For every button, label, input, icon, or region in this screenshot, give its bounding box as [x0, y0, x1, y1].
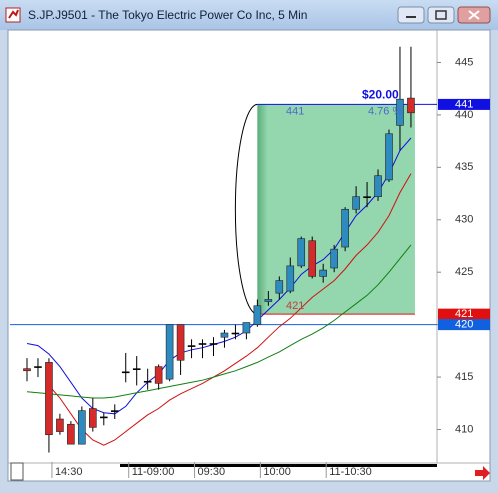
- plot: 410 415 420 425 430 435 440 445 14:30 11-09:00 09:…: [10, 46, 490, 478]
- x-tick-label: 09:30: [198, 466, 226, 478]
- moving-average: [26, 244, 412, 399]
- candle-body: [198, 343, 207, 345]
- candle-body: [132, 368, 141, 370]
- y-tick-label: 435: [455, 161, 473, 173]
- window-buttons[interactable]: [397, 6, 491, 24]
- candle-body: [275, 280, 284, 294]
- x-tick-label: 11-09:00: [132, 466, 175, 478]
- candle-body: [341, 208, 349, 248]
- candle-body: [34, 366, 42, 368]
- trade-arc: [234, 103, 258, 315]
- price-marker-label: 421: [455, 308, 473, 320]
- x-tick-label: 11-10:30: [329, 466, 372, 478]
- session-bar: [120, 464, 437, 467]
- scroll-right-arrow[interactable]: [475, 466, 490, 480]
- candle-body: [154, 366, 163, 384]
- candle-body: [253, 305, 262, 325]
- trade-exit-label: 441: [286, 105, 304, 117]
- maximize-glyph: [435, 10, 447, 20]
- candle-body: [89, 408, 97, 428]
- candle-body: [297, 238, 306, 267]
- candle-body: [396, 98, 404, 126]
- y-tick-label: 410: [455, 423, 473, 435]
- candle-body: [165, 324, 174, 380]
- candle-body: [121, 371, 130, 374]
- candle-body: [187, 345, 196, 347]
- price-marker-label: 441: [455, 98, 473, 110]
- candle-body: [374, 175, 382, 197]
- candle-body: [143, 380, 152, 383]
- candle-body: [209, 343, 218, 345]
- app-icon-glyph: [8, 9, 19, 19]
- close-glyph: [468, 10, 480, 20]
- x-tick-label: 14:30: [55, 466, 83, 478]
- candle-body: [23, 368, 31, 372]
- candle-body: [363, 196, 371, 198]
- price-marker: [438, 98, 490, 110]
- candle-body: [56, 418, 64, 432]
- candle-body: [286, 265, 295, 292]
- x-tick-label: 10:00: [263, 466, 291, 478]
- price-marker: [438, 308, 490, 320]
- trade-entry-label: 421: [286, 300, 304, 312]
- y-tick-label: 425: [455, 266, 473, 278]
- candle-body: [385, 133, 393, 181]
- candle-body: [407, 97, 415, 114]
- y-tick-label: 445: [455, 56, 473, 68]
- candle-body: [176, 324, 185, 361]
- y-tick-label: 440: [455, 109, 473, 121]
- scroll-thumb[interactable]: [10, 462, 24, 481]
- trade-box-shade: [257, 104, 268, 315]
- price-marker-label: 420: [455, 319, 473, 331]
- candle-body: [67, 423, 75, 445]
- candle-body: [330, 248, 338, 269]
- y-tick-label: 430: [455, 214, 473, 226]
- price-marker: [438, 319, 490, 331]
- candle-body: [242, 322, 251, 334]
- trade-percent: 4.76 %: [368, 105, 402, 117]
- candle-body: [352, 196, 360, 210]
- candle-body: [110, 410, 119, 412]
- window-title: S.JP.J9501 - The Tokyo Electric Power Co…: [28, 8, 307, 22]
- candle-body: [45, 362, 53, 436]
- candle-body: [78, 410, 86, 445]
- trade-profit: $20.00: [362, 88, 399, 102]
- y-tick-label: 415: [455, 371, 473, 383]
- minimize-glyph: [406, 16, 416, 18]
- candle-body: [308, 240, 317, 277]
- maximize-button[interactable]: [427, 6, 455, 24]
- candle-body: [220, 332, 229, 338]
- candle-body: [99, 416, 108, 419]
- candle-body: [264, 299, 273, 302]
- candle-body: [319, 269, 327, 277]
- minimize-button[interactable]: [397, 6, 425, 24]
- moving-average: [48, 173, 412, 446]
- candle-body: [231, 332, 240, 335]
